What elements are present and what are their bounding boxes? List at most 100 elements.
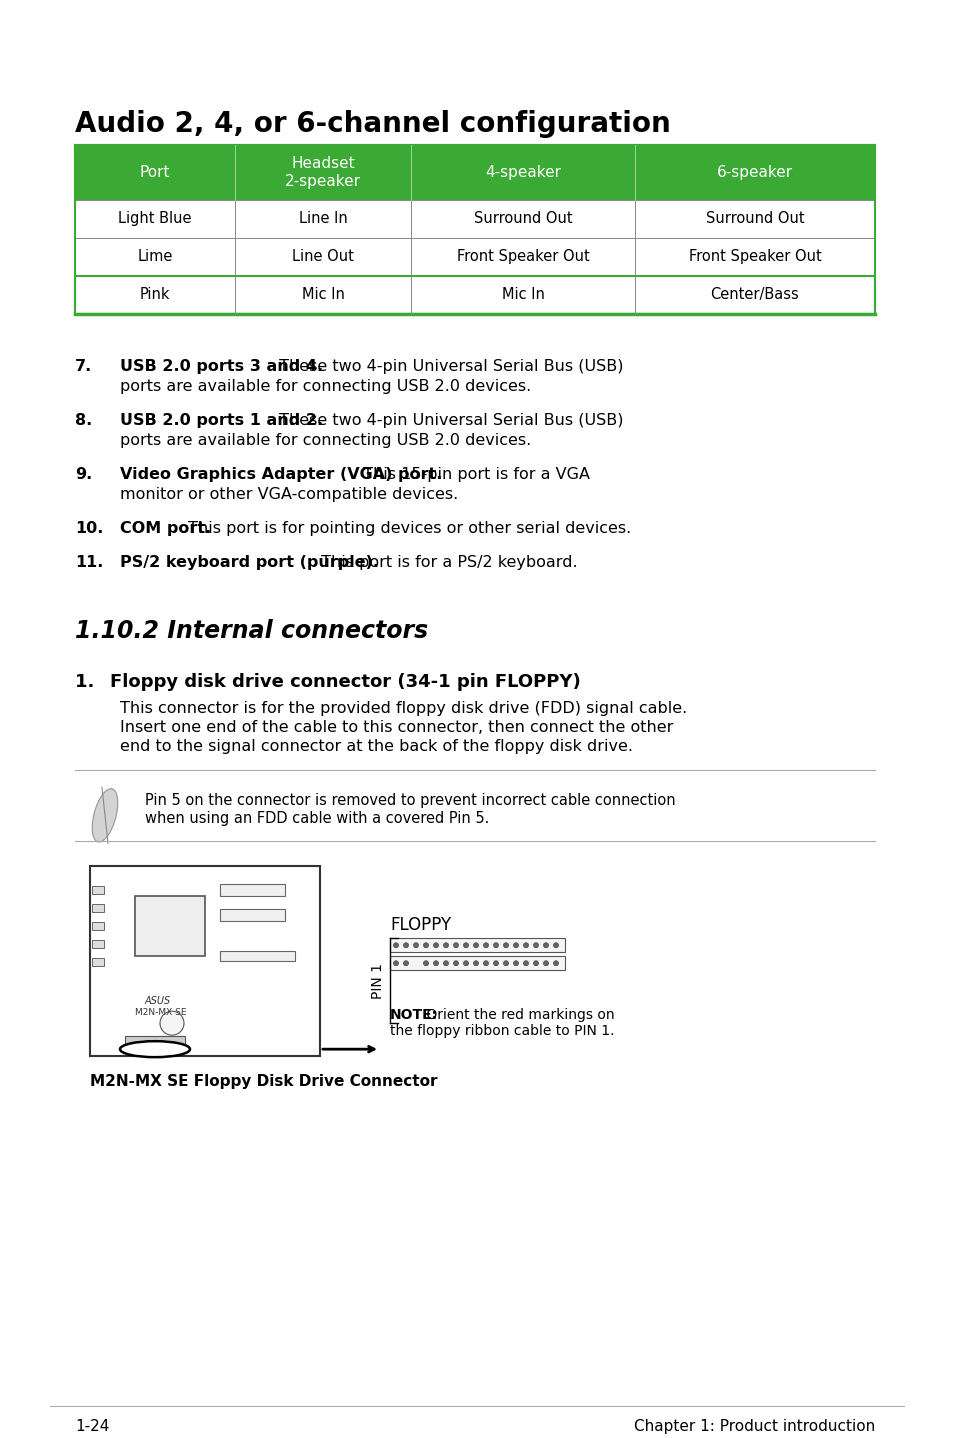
Text: 4-speaker: 4-speaker xyxy=(484,165,560,180)
Circle shape xyxy=(503,961,508,966)
Text: the floppy ribbon cable to PIN 1.: the floppy ribbon cable to PIN 1. xyxy=(390,1024,614,1038)
Text: ports are available for connecting USB 2.0 devices.: ports are available for connecting USB 2… xyxy=(120,433,531,447)
Bar xyxy=(75,145,874,200)
Circle shape xyxy=(473,961,478,966)
Text: This connector is for the provided floppy disk drive (FDD) signal cable.: This connector is for the provided flopp… xyxy=(120,702,686,716)
Circle shape xyxy=(513,943,518,948)
Text: Floppy disk drive connector (34-1 pin FLOPPY): Floppy disk drive connector (34-1 pin FL… xyxy=(110,673,580,692)
Text: 7.: 7. xyxy=(75,358,92,374)
Text: Surround Out: Surround Out xyxy=(705,211,803,226)
Text: Front Speaker Out: Front Speaker Out xyxy=(456,249,589,265)
Circle shape xyxy=(533,943,537,948)
Text: 1.10.2 Internal connectors: 1.10.2 Internal connectors xyxy=(75,618,428,643)
Text: These two 4-pin Universal Serial Bus (USB): These two 4-pin Universal Serial Bus (US… xyxy=(274,413,623,427)
Text: Mic In: Mic In xyxy=(301,288,344,302)
Text: USB 2.0 ports 3 and 4.: USB 2.0 ports 3 and 4. xyxy=(120,358,323,374)
Text: Line Out: Line Out xyxy=(292,249,354,265)
Circle shape xyxy=(423,943,428,948)
Bar xyxy=(390,956,564,971)
Bar xyxy=(91,905,104,912)
Text: COM port.: COM port. xyxy=(120,521,211,535)
Text: Pink: Pink xyxy=(139,288,170,302)
Circle shape xyxy=(533,961,537,966)
Text: Lime: Lime xyxy=(137,249,172,265)
Bar xyxy=(220,884,285,896)
Circle shape xyxy=(453,943,458,948)
Circle shape xyxy=(423,961,428,966)
Circle shape xyxy=(393,961,398,966)
Circle shape xyxy=(473,943,478,948)
Text: FLOPPY: FLOPPY xyxy=(390,916,451,935)
Text: M2N-MX SE: M2N-MX SE xyxy=(135,1008,186,1017)
Circle shape xyxy=(403,961,408,966)
Text: Video Graphics Adapter (VGA) port.: Video Graphics Adapter (VGA) port. xyxy=(120,466,442,482)
Bar xyxy=(220,952,294,961)
Bar xyxy=(90,866,319,1055)
Text: 6-speaker: 6-speaker xyxy=(717,165,792,180)
Ellipse shape xyxy=(120,1041,190,1057)
Bar xyxy=(91,940,104,948)
Circle shape xyxy=(553,943,558,948)
Text: end to the signal connector at the back of the floppy disk drive.: end to the signal connector at the back … xyxy=(120,739,633,755)
Text: This 15-pin port is for a VGA: This 15-pin port is for a VGA xyxy=(357,466,589,482)
Bar xyxy=(75,200,874,237)
Text: This port is for pointing devices or other serial devices.: This port is for pointing devices or oth… xyxy=(183,521,631,535)
Circle shape xyxy=(453,961,458,966)
Circle shape xyxy=(463,961,468,966)
Text: Center/Bass: Center/Bass xyxy=(710,288,799,302)
Circle shape xyxy=(493,943,498,948)
Text: when using an FDD cable with a covered Pin 5.: when using an FDD cable with a covered P… xyxy=(145,811,489,827)
Text: Mic In: Mic In xyxy=(501,288,544,302)
Bar xyxy=(75,237,874,276)
Text: monitor or other VGA-compatible devices.: monitor or other VGA-compatible devices. xyxy=(120,486,457,502)
Circle shape xyxy=(403,943,408,948)
Bar xyxy=(220,909,285,922)
Text: Pin 5 on the connector is removed to prevent incorrect cable connection: Pin 5 on the connector is removed to pre… xyxy=(145,794,675,808)
Circle shape xyxy=(523,961,528,966)
Text: ports are available for connecting USB 2.0 devices.: ports are available for connecting USB 2… xyxy=(120,378,531,394)
Text: These two 4-pin Universal Serial Bus (USB): These two 4-pin Universal Serial Bus (US… xyxy=(274,358,623,374)
Circle shape xyxy=(463,943,468,948)
Text: 8.: 8. xyxy=(75,413,92,427)
Circle shape xyxy=(513,961,518,966)
Text: Orient the red markings on: Orient the red markings on xyxy=(422,1008,615,1022)
Bar xyxy=(390,938,564,952)
Circle shape xyxy=(543,961,548,966)
Ellipse shape xyxy=(92,788,117,843)
Circle shape xyxy=(553,961,558,966)
Circle shape xyxy=(543,943,548,948)
Text: PS/2 keyboard port (purple).: PS/2 keyboard port (purple). xyxy=(120,555,378,569)
Text: USB 2.0 ports 1 and 2.: USB 2.0 ports 1 and 2. xyxy=(120,413,323,427)
Circle shape xyxy=(160,1011,184,1035)
Circle shape xyxy=(413,943,418,948)
Text: 1-24: 1-24 xyxy=(75,1419,110,1434)
Circle shape xyxy=(483,961,488,966)
Bar xyxy=(135,896,205,956)
Text: Chapter 1: Product introduction: Chapter 1: Product introduction xyxy=(633,1419,874,1434)
Text: M2N-MX SE Floppy Disk Drive Connector: M2N-MX SE Floppy Disk Drive Connector xyxy=(90,1074,437,1089)
Text: Front Speaker Out: Front Speaker Out xyxy=(688,249,821,265)
Text: 9.: 9. xyxy=(75,466,92,482)
Text: This port is for a PS/2 keyboard.: This port is for a PS/2 keyboard. xyxy=(315,555,577,569)
Bar xyxy=(75,276,874,313)
Bar xyxy=(91,922,104,930)
Text: Port: Port xyxy=(139,165,170,180)
Circle shape xyxy=(443,961,448,966)
Circle shape xyxy=(433,961,438,966)
Text: Audio 2, 4, or 6-channel configuration: Audio 2, 4, or 6-channel configuration xyxy=(75,109,670,138)
Text: 1.: 1. xyxy=(75,673,113,692)
Text: PIN 1: PIN 1 xyxy=(371,962,385,999)
Circle shape xyxy=(503,943,508,948)
Circle shape xyxy=(433,943,438,948)
Bar xyxy=(91,886,104,894)
Bar xyxy=(91,958,104,966)
Text: Line In: Line In xyxy=(298,211,347,226)
Text: 10.: 10. xyxy=(75,521,103,535)
Text: 11.: 11. xyxy=(75,555,103,569)
Circle shape xyxy=(393,943,398,948)
Circle shape xyxy=(483,943,488,948)
Text: Light Blue: Light Blue xyxy=(118,211,192,226)
Text: ASUS: ASUS xyxy=(145,997,172,1007)
Text: Surround Out: Surround Out xyxy=(474,211,572,226)
Circle shape xyxy=(523,943,528,948)
